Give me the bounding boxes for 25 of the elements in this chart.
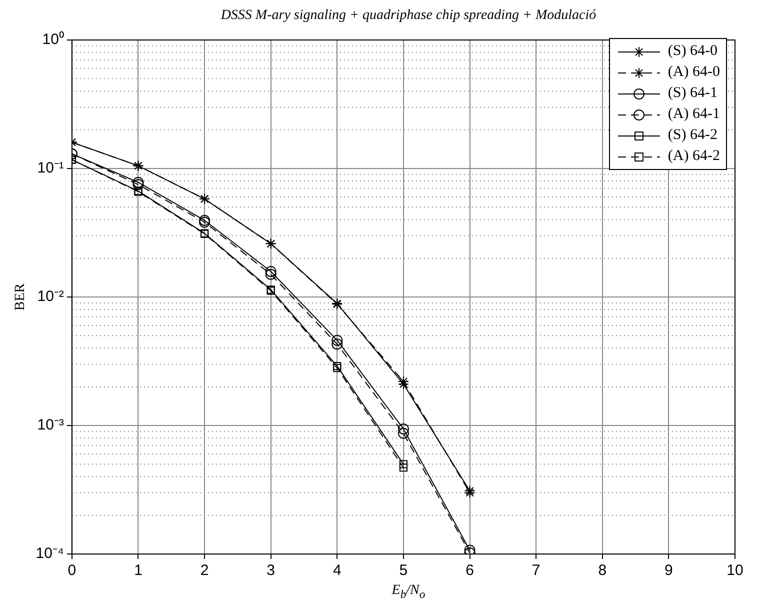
- x-tick-label: 8: [598, 562, 607, 580]
- x-tick-label: 7: [532, 562, 540, 580]
- x-tick-label: 1: [134, 562, 142, 580]
- y-tick-label: 10⁻²: [37, 288, 64, 306]
- x-axis-title: E$_{b}$/N$_{o}$: [390, 583, 426, 601]
- y-tick-label: 10⁻¹: [37, 160, 64, 177]
- legend-label: (S) 64-2: [668, 126, 718, 145]
- legend-label: (A) 64-0: [668, 63, 720, 82]
- y-tick-label: 10⁰: [42, 31, 64, 48]
- x-tick-label: 5: [399, 562, 408, 580]
- legend-label: (A) 64-1: [668, 105, 720, 124]
- x-tick-label: 0: [68, 562, 76, 580]
- x-tick-label: 2: [200, 562, 209, 580]
- x-tick-label: 9: [664, 562, 673, 580]
- x-tick-label: 10: [726, 562, 744, 580]
- legend-label: (S) 64-1: [668, 84, 718, 103]
- x-tick-label: 6: [466, 562, 474, 580]
- y-tick-label: 10⁻⁴: [36, 545, 64, 562]
- x-tick-label: 3: [266, 562, 276, 580]
- chart-title: DSSS M-ary signaling + quadriphase chip spreading + Modulació: [220, 8, 598, 25]
- legend-label: (A) 64-2: [668, 147, 720, 166]
- legend-label: (S) 64-0: [668, 42, 718, 61]
- y-axis-title: BER: [13, 282, 28, 311]
- y-tick-label: 10⁻³: [37, 416, 64, 434]
- x-tick-label: 4: [332, 562, 342, 580]
